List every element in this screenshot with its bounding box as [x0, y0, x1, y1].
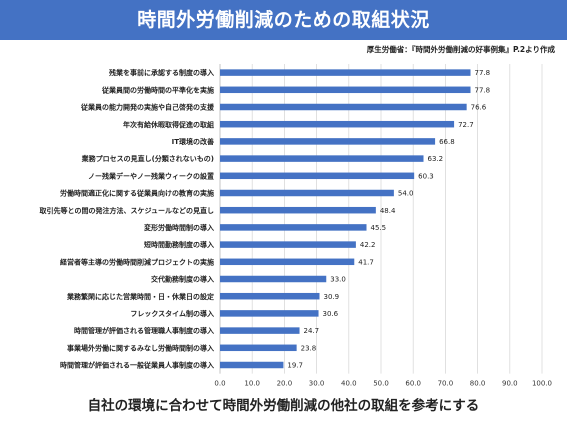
x-tick-label: 20.0 [277, 380, 293, 388]
category-label: 労働時間適正化に関する従業員向けの教育の実施 [60, 189, 214, 198]
x-tick-label: 0.0 [214, 380, 225, 388]
value-label: 66.8 [439, 138, 455, 146]
bar [220, 310, 319, 317]
slide-title: 時間外労働削減のための取組状況 [137, 9, 430, 31]
category-label: フレックスタイム制の導入 [130, 309, 214, 318]
value-label: 77.8 [475, 69, 491, 77]
category-label: 従業員間の労働時間の平準化を実施 [101, 85, 214, 94]
title-bar: 時間外労働削減のための取組状況 [0, 0, 567, 40]
bar [220, 344, 297, 352]
category-label: 取引先等との間の発注方法、スケジュールなどの見直し [40, 206, 214, 215]
category-label: ノー残業デーやノー残業ウィークの設置 [88, 171, 214, 180]
category-label: IT環境の改善 [172, 137, 214, 146]
value-label: 76.6 [471, 104, 487, 112]
x-tick-label: 30.0 [309, 380, 325, 388]
value-label: 48.4 [380, 207, 396, 215]
bar [220, 120, 455, 128]
bar [220, 241, 356, 248]
value-label: 33.0 [330, 276, 346, 284]
x-tick-label: 90.0 [502, 380, 518, 388]
category-label: 時間管理が評価される一般従業員人事制度の導入 [60, 361, 214, 370]
bar [220, 69, 471, 76]
bar [220, 86, 471, 94]
bar [220, 172, 415, 180]
value-label: 23.8 [301, 344, 317, 352]
bar-chart: 0.0 10.0 20.0 30.0 40.0 50.0 60.0 70.0 80.0 90.0 1… [40, 64, 552, 390]
x-tick-label: 10.0 [244, 380, 260, 388]
category-label: 時間管理が評価される管理職人事制度の導入 [74, 326, 214, 335]
bar [220, 292, 320, 300]
category-label: 短時間勤務制度の導入 [144, 240, 214, 249]
category-label: 年次有給休暇取得促進の取組 [123, 120, 214, 129]
value-label: 19.7 [287, 362, 303, 370]
x-tick-label: 50.0 [373, 380, 389, 388]
value-label: 77.8 [475, 86, 491, 94]
bar [220, 189, 394, 197]
category-label: 交代勤務制度の導入 [151, 275, 214, 284]
footer-message: 自社の環境に合わせて時間外労働削減の他社の取組を参考にする [87, 398, 480, 414]
bar [220, 275, 327, 283]
value-label: 60.3 [418, 172, 434, 180]
source-note: 厚生労働省：『時間外労働削減の好事例集』P.2より作成 [366, 45, 555, 54]
bar [220, 138, 436, 145]
value-label: 41.7 [358, 258, 374, 266]
x-tick-label: 80.0 [470, 380, 486, 388]
bar [220, 258, 355, 266]
category-label: 業務プロセスの見直し(分類されないもの) [81, 154, 214, 163]
value-label: 42.2 [360, 241, 376, 249]
category-label: 事業場外労働に関するみなし労働時間制の導入 [67, 343, 214, 352]
category-label: 変形労働時間制の導入 [144, 223, 214, 232]
bar [220, 327, 300, 334]
value-label: 63.2 [428, 155, 444, 163]
bar [220, 206, 376, 214]
value-label: 24.7 [304, 327, 320, 335]
value-label: 30.6 [323, 310, 339, 318]
bar [220, 155, 424, 162]
value-label: 72.7 [458, 121, 474, 129]
bar [220, 361, 284, 369]
x-tick-label: 100.0 [532, 380, 552, 388]
x-tick-label: 40.0 [341, 380, 357, 388]
bar [220, 224, 367, 231]
value-label: 30.9 [323, 293, 339, 301]
value-label: 45.5 [371, 224, 387, 232]
bar [220, 103, 467, 111]
x-tick-label: 60.0 [405, 380, 421, 388]
category-label: 業務繁閑に応じた営業時間・日・休業日の設定 [66, 292, 214, 301]
category-label: 経営者等主導の労働時間削減プロジェクトの実施 [60, 257, 214, 266]
x-tick-label: 70.0 [438, 380, 454, 388]
value-label: 54.0 [398, 190, 414, 198]
category-label: 残業を事前に承認する制度の導入 [109, 68, 214, 77]
category-label: 従業員の能力開発の実施や自己啓発の支援 [80, 103, 215, 112]
